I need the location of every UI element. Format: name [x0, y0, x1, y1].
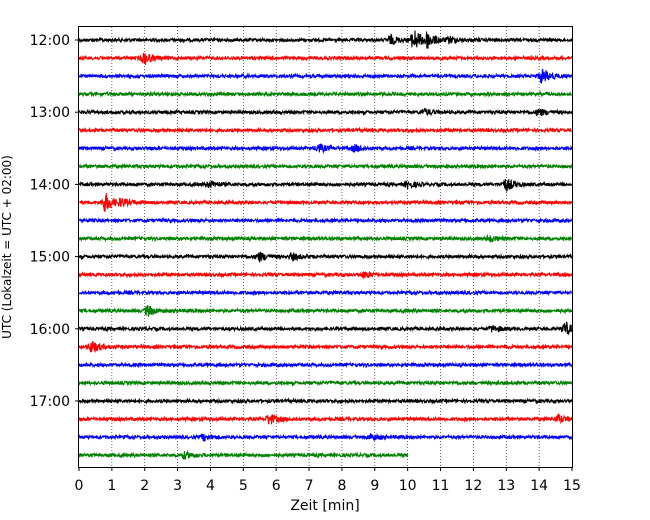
trace-line: [78, 162, 573, 170]
x-axis-label: Zeit [min]: [290, 498, 359, 514]
trace-line: [78, 432, 573, 442]
trace-line: [78, 52, 573, 66]
trace-line: [78, 305, 573, 317]
x-tick-label: 3: [173, 478, 182, 494]
trace-line: [78, 30, 573, 49]
x-tick-label: 5: [239, 478, 248, 494]
x-tick-label: 14: [530, 478, 548, 494]
x-tick-label: 8: [337, 478, 346, 494]
trace-line: [78, 193, 573, 213]
x-tick-label: 15: [563, 478, 581, 494]
trace-line: [78, 321, 573, 336]
x-tick-label: 1: [107, 478, 116, 494]
trace-line: [78, 107, 573, 117]
trace-line: [78, 178, 573, 192]
trace-line: [78, 233, 573, 243]
plot-frame: [78, 26, 573, 468]
x-tick-label: 11: [432, 478, 450, 494]
x-axis: 0 1 2 3 4 5 6 7 8 9 10 11 12 13 14 15: [75, 467, 581, 494]
y-axis: 12:00 13:00 14:00 15:00 16:00 17:00: [30, 33, 79, 410]
traces: [78, 30, 573, 460]
y-tick-label: 16:00: [30, 322, 70, 338]
y-tick-label: 12:00: [30, 33, 70, 49]
x-tick-label: 7: [305, 478, 314, 494]
x-tick-label: 4: [206, 478, 215, 494]
y-axis-label: UTC (Lokalzeit = UTC + 02:00): [0, 155, 14, 339]
trace-line: [78, 397, 573, 405]
trace-line: [78, 90, 573, 98]
trace-line: [78, 413, 573, 425]
x-tick-label: 0: [75, 478, 84, 494]
trace-line: [78, 270, 573, 280]
trace-line: [78, 341, 573, 353]
x-tick-label: 6: [272, 478, 281, 494]
trace-line: [78, 449, 409, 460]
trace-line: [78, 251, 573, 264]
x-tick-label: 9: [370, 478, 379, 494]
trace-line: [78, 361, 573, 369]
x-tick-label: 12: [464, 478, 482, 494]
grid-lines: [111, 27, 540, 467]
trace-line: [78, 143, 573, 155]
trace-line: [78, 216, 573, 225]
trace-line: [78, 288, 573, 297]
y-tick-label: 14:00: [30, 177, 70, 193]
x-tick-label: 13: [497, 478, 515, 494]
y-tick-label: 17:00: [30, 394, 70, 410]
y-tick-label: 13:00: [30, 105, 70, 121]
x-tick-label: 10: [399, 478, 417, 494]
trace-line: [78, 68, 573, 84]
y-tick-label: 15:00: [30, 250, 70, 266]
trace-line: [78, 126, 572, 134]
trace-line: [78, 379, 572, 387]
x-tick-label: 2: [140, 478, 149, 494]
